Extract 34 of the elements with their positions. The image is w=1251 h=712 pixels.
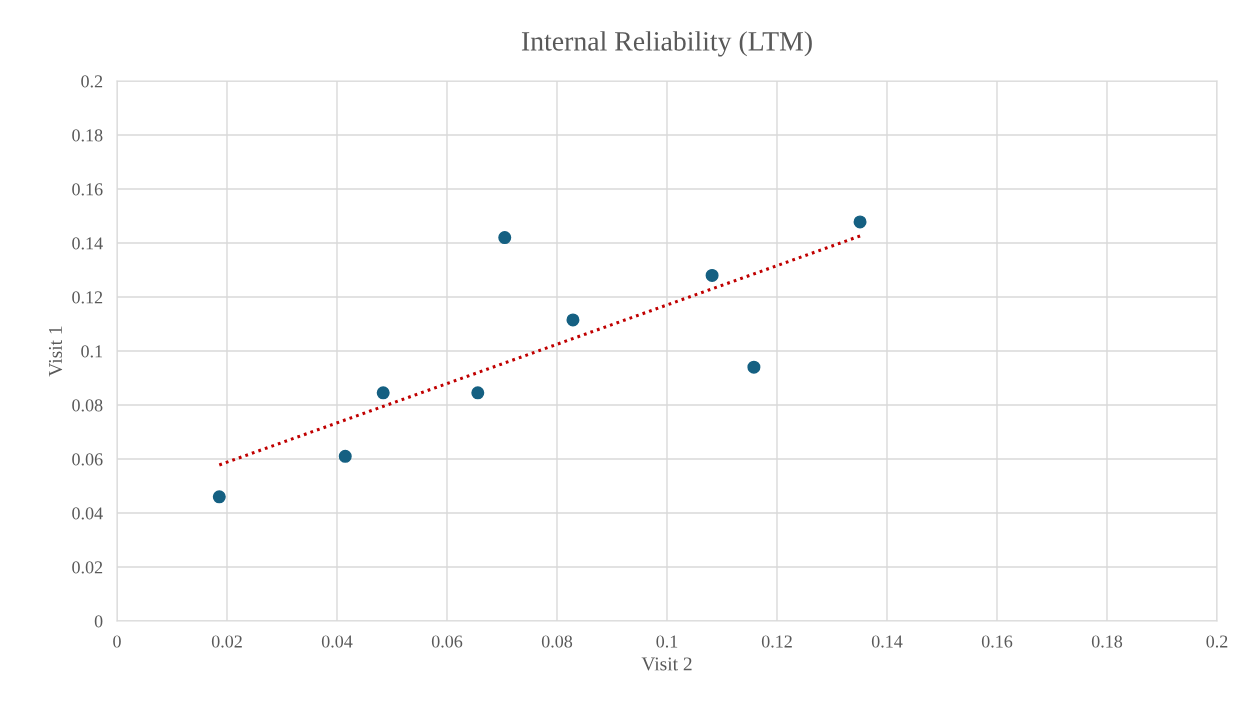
y-tick-label: 0.06 [72,453,103,466]
point [471,386,485,400]
x-tick-label: 0.18 [1091,635,1123,648]
x-axis-title: Visit 2 [641,657,692,671]
x-tick-label: 0.04 [321,635,353,648]
point [705,268,719,282]
y-tick-label: 0.08 [72,399,103,412]
x-tick-label: 0.02 [211,635,242,648]
y-axis-title: Visit 1 [48,326,63,377]
point [498,231,512,245]
x-tick-label: 0.16 [981,635,1013,648]
y-tick-label: 0.16 [72,183,103,196]
y-tick-label: 0.1 [81,345,103,358]
y-tick-label: 0.14 [72,237,103,250]
point [566,313,580,327]
point [212,490,226,504]
y-tick-label: 0.02 [72,561,103,574]
y-tick-label: 0.2 [81,75,103,88]
point [853,215,867,229]
x-tick-label: 0 [113,635,121,648]
y-tick-label: 0.04 [72,507,103,520]
x-tick-label: 0.06 [431,635,463,648]
x-tick-label: 0.2 [1206,635,1228,648]
y-tick-label: 0.12 [72,291,103,304]
x-tick-label: 0.14 [871,635,903,648]
y-tick-label: 0 [94,615,103,628]
point [747,360,761,374]
x-tick-label: 0.12 [761,635,792,648]
y-tick-label: 0.18 [72,129,103,142]
point [338,449,352,463]
point [376,386,390,400]
x-tick-label: 0.08 [541,635,573,648]
x-tick-label: 0.1 [656,635,678,648]
chart-title: Internal Reliability (LTM) [521,31,812,57]
